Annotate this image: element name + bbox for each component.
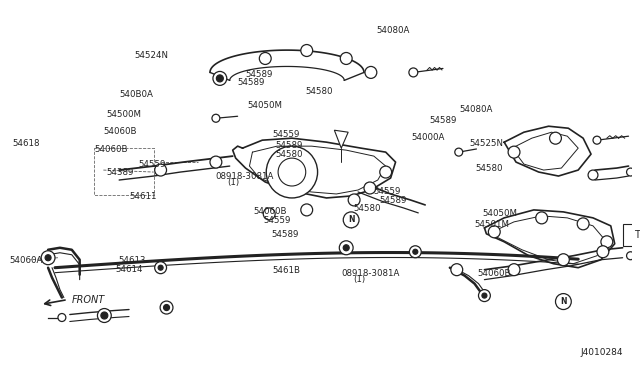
Text: 5461B: 5461B [273, 266, 300, 275]
Circle shape [482, 293, 487, 298]
Circle shape [160, 301, 173, 314]
Text: 54614: 54614 [116, 265, 143, 274]
Circle shape [348, 194, 360, 206]
Circle shape [339, 241, 353, 255]
Circle shape [343, 245, 349, 251]
Text: 54559: 54559 [374, 187, 401, 196]
Circle shape [577, 218, 589, 230]
Circle shape [380, 166, 392, 178]
Text: 54060B: 54060B [94, 145, 128, 154]
Text: 54580: 54580 [353, 204, 381, 213]
Circle shape [593, 136, 601, 144]
Circle shape [455, 148, 463, 156]
Circle shape [213, 71, 227, 86]
Text: 54060A: 54060A [10, 256, 43, 265]
Text: 54080A: 54080A [460, 105, 493, 114]
Circle shape [158, 265, 163, 270]
Circle shape [550, 132, 561, 144]
Circle shape [597, 246, 609, 258]
Circle shape [266, 146, 317, 198]
Circle shape [410, 246, 421, 258]
Circle shape [301, 45, 313, 57]
Text: FRONT: FRONT [72, 295, 105, 305]
Circle shape [508, 264, 520, 276]
Text: 54589: 54589 [275, 141, 302, 150]
Text: J4010284: J4010284 [580, 348, 623, 357]
Text: 54000A: 54000A [412, 133, 445, 142]
Circle shape [588, 170, 598, 180]
Text: 54525N: 54525N [470, 138, 504, 148]
Circle shape [340, 52, 352, 64]
Polygon shape [334, 130, 348, 148]
Circle shape [365, 67, 377, 78]
Text: 54060B: 54060B [253, 207, 287, 216]
Circle shape [451, 264, 463, 276]
Circle shape [508, 146, 520, 158]
Circle shape [536, 212, 548, 224]
Circle shape [216, 75, 223, 82]
Circle shape [627, 168, 634, 176]
Text: (1): (1) [227, 178, 239, 187]
FancyBboxPatch shape [623, 224, 640, 246]
Text: 54580: 54580 [476, 164, 503, 173]
Circle shape [278, 158, 306, 186]
Circle shape [263, 208, 275, 220]
Circle shape [155, 164, 166, 176]
Circle shape [557, 254, 570, 266]
Text: 54389: 54389 [107, 168, 134, 177]
Circle shape [210, 156, 222, 168]
Text: 54500M: 54500M [107, 110, 142, 119]
Text: 54559: 54559 [138, 160, 166, 169]
Text: N: N [560, 297, 566, 306]
Circle shape [343, 212, 359, 228]
Text: 54501M: 54501M [474, 220, 509, 229]
Text: 54589: 54589 [429, 116, 456, 125]
Circle shape [556, 294, 572, 310]
Circle shape [488, 226, 500, 238]
Circle shape [479, 290, 490, 302]
Circle shape [601, 236, 612, 248]
Circle shape [364, 182, 376, 194]
Text: 54060B: 54060B [477, 269, 511, 278]
Text: 54611: 54611 [129, 192, 157, 201]
Text: 540B0A: 540B0A [120, 90, 154, 99]
Text: 54050M: 54050M [247, 101, 282, 110]
Text: 54589: 54589 [237, 78, 264, 87]
Text: 54580: 54580 [305, 87, 333, 96]
Circle shape [259, 52, 271, 64]
Text: T: T [634, 230, 640, 240]
Text: 54080A: 54080A [376, 26, 410, 35]
Text: N: N [348, 215, 355, 224]
Circle shape [627, 252, 634, 260]
Circle shape [41, 251, 55, 265]
Circle shape [212, 114, 220, 122]
Circle shape [45, 255, 51, 261]
Circle shape [164, 305, 170, 311]
Text: 54618: 54618 [12, 138, 40, 148]
Circle shape [413, 249, 418, 254]
Text: 54589: 54589 [271, 230, 298, 240]
Text: 54589: 54589 [246, 70, 273, 78]
Text: 54580: 54580 [275, 150, 302, 158]
Circle shape [58, 314, 66, 321]
Text: 54613: 54613 [118, 256, 146, 265]
Text: 54050M: 54050M [482, 209, 517, 218]
Circle shape [97, 308, 111, 323]
Text: 08918-3081A: 08918-3081A [342, 269, 400, 278]
Text: (1): (1) [353, 275, 365, 284]
Circle shape [101, 312, 108, 319]
Circle shape [155, 262, 166, 274]
Circle shape [409, 68, 418, 77]
Text: 54589: 54589 [380, 196, 407, 205]
Text: 54060B: 54060B [103, 126, 136, 136]
Text: 54559: 54559 [273, 130, 300, 140]
Text: 54559: 54559 [264, 217, 291, 225]
Text: 54524N: 54524N [134, 51, 168, 60]
Circle shape [301, 204, 313, 216]
Text: 08918-3081A: 08918-3081A [216, 172, 274, 181]
